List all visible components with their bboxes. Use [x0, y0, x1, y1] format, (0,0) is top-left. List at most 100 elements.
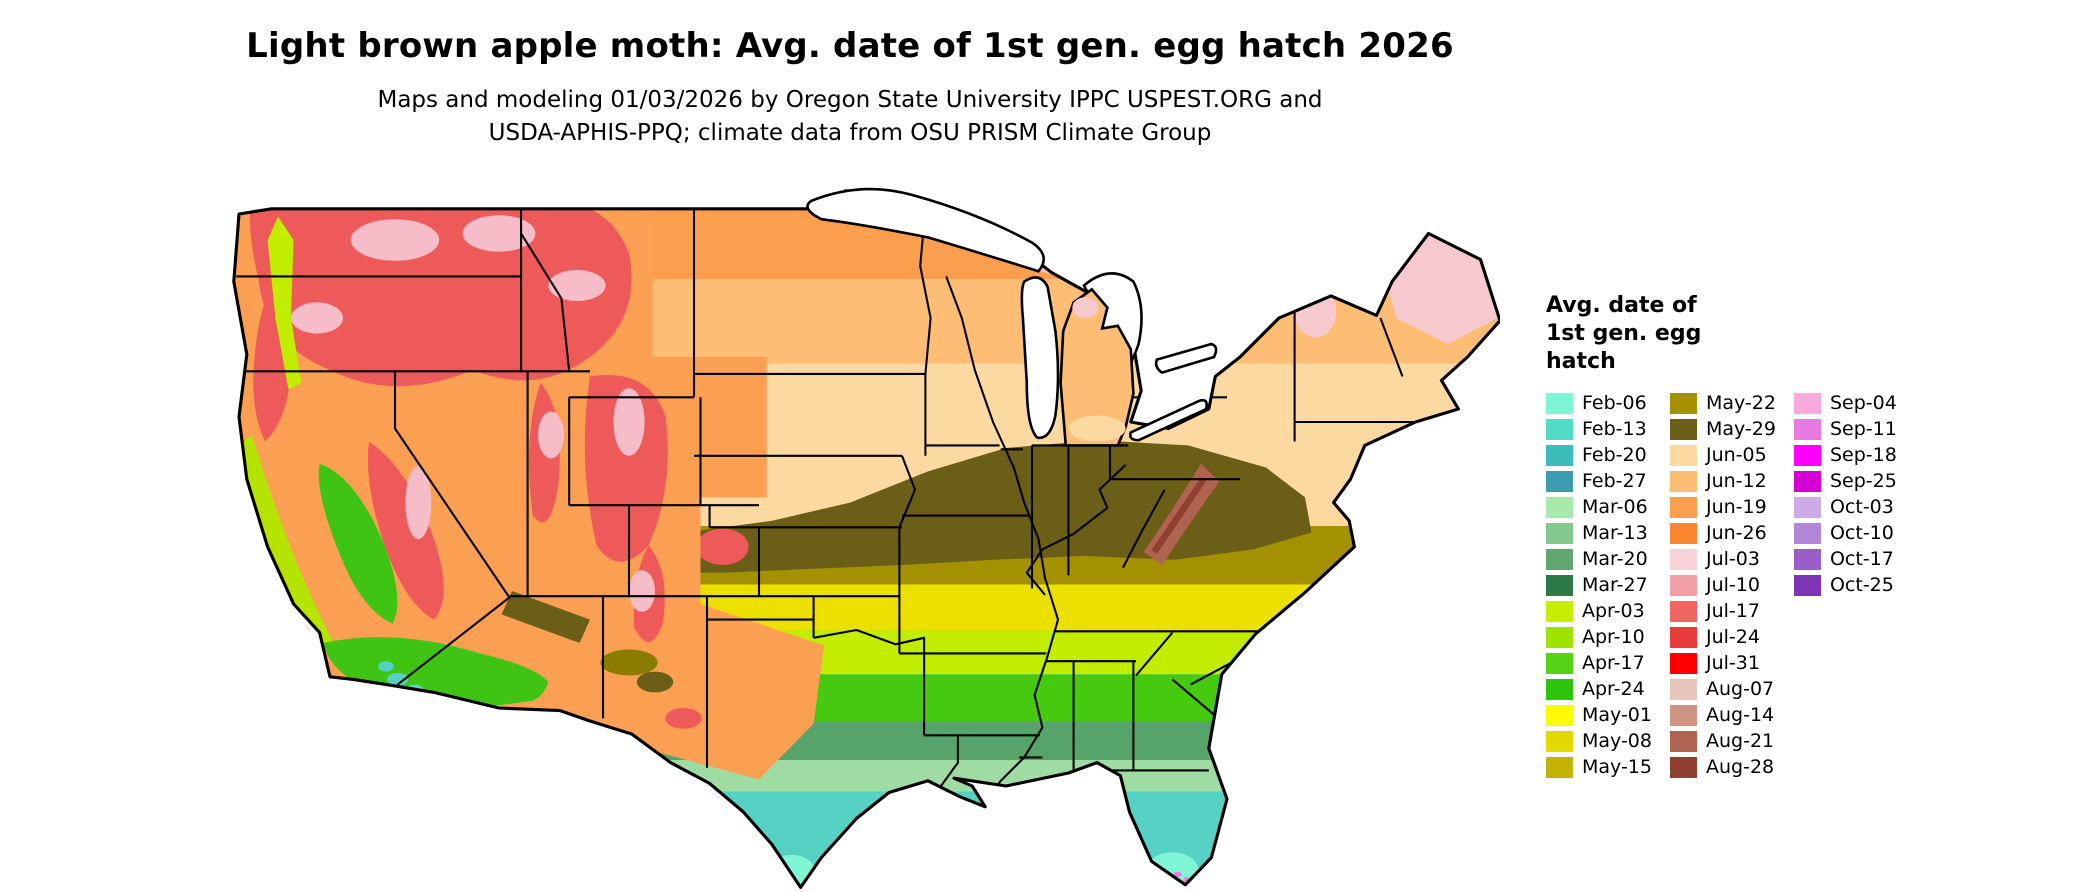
legend-swatch — [1546, 730, 1573, 752]
map-title: Light brown apple moth: Avg. date of 1st… — [246, 26, 1454, 66]
legend-entry: May-22 — [1669, 390, 1776, 416]
us-map-svg — [232, 187, 1500, 889]
legend-swatch — [1669, 704, 1697, 726]
lake-michigan — [1020, 276, 1060, 440]
legend-entry-label: Oct-03 — [1829, 496, 1894, 519]
legend-entry: Aug-14 — [1669, 702, 1776, 728]
legend-entry: Oct-10 — [1793, 520, 1897, 546]
legend-column-1: Feb-06 Feb-13 Feb-20 Feb-27 — [1546, 390, 1652, 780]
map-color-bands — [233, 190, 1500, 888]
legend-title: Avg. date of 1st gen. egg hatch — [1546, 292, 1976, 376]
us-choropleth-map — [200, 162, 1500, 890]
legend-swatch — [1546, 496, 1573, 518]
legend-entry: Oct-03 — [1793, 494, 1897, 520]
legend-entry-label: Sep-04 — [1829, 392, 1897, 415]
legend-swatch — [1669, 600, 1697, 622]
legend-entry: Aug-28 — [1669, 754, 1776, 780]
legend-entry: May-08 — [1546, 728, 1652, 754]
legend-entry: Sep-25 — [1793, 468, 1897, 494]
legend-entry-label: Oct-25 — [1829, 574, 1894, 597]
legend-entry-label: Feb-13 — [1582, 418, 1647, 441]
legend-entry: Mar-13 — [1546, 520, 1652, 546]
dark-olive-band — [635, 440, 1312, 573]
legend-entry: Aug-07 — [1669, 676, 1776, 702]
legend-entry: Jul-24 — [1669, 624, 1776, 650]
legend-entry-label: Apr-03 — [1582, 600, 1645, 623]
michigan-lower-peninsula — [1059, 287, 1135, 447]
legend-title-line-2: 1st gen. egg — [1546, 321, 1702, 347]
legend-entry: May-01 — [1546, 702, 1652, 728]
legend-entry: Feb-13 — [1546, 416, 1652, 442]
lake-erie — [1129, 398, 1208, 442]
legend-swatch — [1669, 392, 1697, 414]
legend-entry-label: Mar-13 — [1582, 522, 1648, 545]
legend-swatch — [1546, 444, 1573, 466]
legend-entry: Apr-24 — [1546, 676, 1652, 702]
legend-entry-label: Sep-25 — [1829, 470, 1897, 493]
legend-entry-label: Mar-27 — [1582, 574, 1648, 597]
legend: Avg. date of 1st gen. egg hatch Feb-06 F… — [1546, 292, 1976, 780]
legend-entry: Oct-25 — [1793, 572, 1897, 598]
legend-entry: Mar-20 — [1546, 546, 1652, 572]
legend-entry: Jun-26 — [1669, 520, 1776, 546]
legend-entry-label: Feb-06 — [1582, 392, 1647, 415]
legend-entry-label: Jun-05 — [1705, 444, 1767, 467]
legend-swatch — [1546, 392, 1573, 414]
legend-entry: Sep-11 — [1793, 416, 1897, 442]
legend-entry: Mar-27 — [1546, 572, 1652, 598]
legend-entry: Jun-12 — [1669, 468, 1776, 494]
legend-entry-label: Aug-28 — [1705, 756, 1775, 779]
legend-entry-label: May-29 — [1705, 418, 1776, 441]
map-subtitle: Maps and modeling 01/03/2026 by Oregon S… — [200, 84, 1500, 151]
legend-entry: Sep-04 — [1793, 390, 1897, 416]
legend-columns: Feb-06 Feb-13 Feb-20 Feb-27 — [1546, 390, 1976, 780]
legend-entry: May-15 — [1546, 754, 1652, 780]
subtitle-line-1: Maps and modeling 01/03/2026 by Oregon S… — [377, 87, 1323, 113]
legend-entry-label: Apr-10 — [1582, 626, 1645, 649]
legend-column-3: Sep-04 Sep-11 Sep-18 Sep-25 — [1793, 390, 1897, 598]
legend-entry-label: Sep-18 — [1829, 444, 1897, 467]
legend-entry-label: Mar-20 — [1582, 548, 1648, 571]
legend-entry: Jun-19 — [1669, 494, 1776, 520]
legend-entry: Aug-21 — [1669, 728, 1776, 754]
legend-entry: May-29 — [1669, 416, 1776, 442]
legend-entry: Apr-10 — [1546, 624, 1652, 650]
legend-entry-label: Feb-20 — [1582, 444, 1647, 467]
legend-swatch — [1793, 418, 1821, 440]
legend-entry-label: Jul-17 — [1705, 600, 1760, 623]
legend-swatch — [1793, 470, 1821, 492]
legend-entry-label: Feb-27 — [1582, 470, 1647, 493]
legend-swatch — [1546, 652, 1573, 674]
legend-entry-label: May-08 — [1582, 730, 1652, 753]
legend-swatch — [1669, 626, 1697, 648]
legend-entry: Jul-03 — [1669, 546, 1776, 572]
legend-entry: Feb-27 — [1546, 468, 1652, 494]
legend-entry-label: Jul-03 — [1705, 548, 1760, 571]
legend-entry: Jul-10 — [1669, 572, 1776, 598]
legend-entry-label: Jul-31 — [1705, 652, 1760, 675]
legend-entry-label: Sep-11 — [1829, 418, 1897, 441]
legend-swatch — [1546, 574, 1573, 596]
legend-swatch — [1793, 522, 1821, 544]
legend-swatch — [1669, 652, 1697, 674]
legend-entry: Feb-06 — [1546, 390, 1652, 416]
legend-swatch — [1669, 548, 1697, 570]
legend-entry: Jun-05 — [1669, 442, 1776, 468]
legend-entry-label: May-15 — [1582, 756, 1652, 779]
legend-entry-label: Jul-10 — [1705, 574, 1760, 597]
legend-entry: Feb-20 — [1546, 442, 1652, 468]
legend-swatch — [1669, 418, 1697, 440]
legend-swatch — [1546, 470, 1573, 492]
legend-swatch — [1669, 470, 1697, 492]
legend-swatch — [1546, 600, 1573, 622]
legend-entry-label: Jun-19 — [1705, 496, 1767, 519]
legend-swatch — [1669, 444, 1697, 466]
legend-entry-label: Jul-24 — [1705, 626, 1760, 649]
legend-swatch — [1546, 548, 1573, 570]
legend-swatch — [1546, 704, 1573, 726]
legend-swatch — [1793, 444, 1821, 466]
legend-entry: Apr-17 — [1546, 650, 1652, 676]
legend-swatch — [1669, 756, 1697, 778]
legend-entry-label: Jun-12 — [1705, 470, 1767, 493]
